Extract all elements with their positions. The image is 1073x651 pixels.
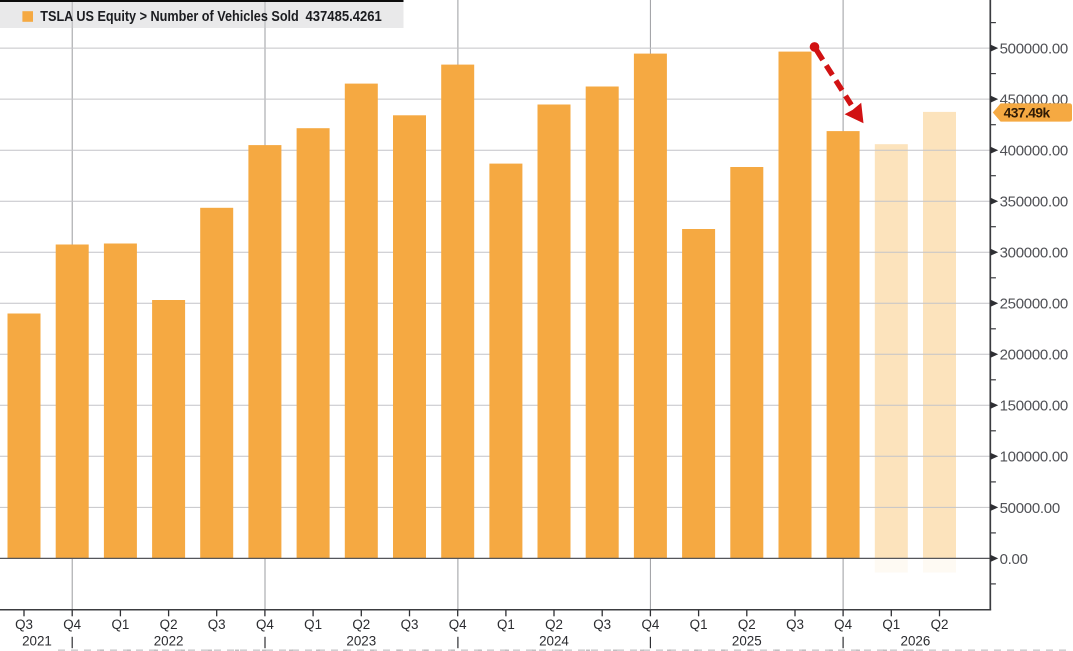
svg-text:Q3: Q3 xyxy=(401,617,419,632)
svg-text:Q4: Q4 xyxy=(834,617,852,632)
svg-text:Q3: Q3 xyxy=(593,617,611,632)
svg-text:2024: 2024 xyxy=(539,634,569,649)
svg-text:Q4: Q4 xyxy=(63,617,81,632)
svg-text:Q3: Q3 xyxy=(208,617,226,632)
svg-text:Q1: Q1 xyxy=(882,617,900,632)
svg-text:2021: 2021 xyxy=(22,634,52,649)
svg-text:250000.00: 250000.00 xyxy=(1000,296,1068,313)
svg-text:0.00: 0.00 xyxy=(1000,551,1028,568)
svg-text:Q2: Q2 xyxy=(352,617,370,632)
svg-text:500000.00: 500000.00 xyxy=(1000,41,1068,58)
svg-text:Q3: Q3 xyxy=(15,617,33,632)
svg-text:Q2: Q2 xyxy=(931,617,949,632)
svg-text:150000.00: 150000.00 xyxy=(1000,398,1068,415)
svg-text:2022: 2022 xyxy=(154,634,184,649)
svg-text:50000.00: 50000.00 xyxy=(1000,500,1060,517)
svg-text:400000.00: 400000.00 xyxy=(1000,143,1068,160)
svg-text:Q2: Q2 xyxy=(738,617,756,632)
svg-text:2023: 2023 xyxy=(346,634,376,649)
svg-text:437.49k: 437.49k xyxy=(1004,106,1051,121)
svg-text:Q1: Q1 xyxy=(304,617,322,632)
svg-text:TSLA US Equity > Number of Veh: TSLA US Equity > Number of Vehicles Sold xyxy=(40,9,299,25)
svg-text:Q4: Q4 xyxy=(449,617,467,632)
svg-text:Q4: Q4 xyxy=(641,617,659,632)
svg-text:Q3: Q3 xyxy=(786,617,804,632)
svg-text:350000.00: 350000.00 xyxy=(1000,194,1068,211)
svg-text:Q1: Q1 xyxy=(690,617,708,632)
svg-text:300000.00: 300000.00 xyxy=(1000,245,1068,262)
svg-text:Q4: Q4 xyxy=(256,617,274,632)
svg-text:437485.4261: 437485.4261 xyxy=(306,9,382,25)
svg-text:100000.00: 100000.00 xyxy=(1000,449,1068,466)
svg-text:200000.00: 200000.00 xyxy=(1000,347,1068,364)
svg-text:2025: 2025 xyxy=(732,634,762,649)
svg-text:2026: 2026 xyxy=(901,634,931,649)
svg-text:Q1: Q1 xyxy=(497,617,515,632)
svg-text:Q2: Q2 xyxy=(545,617,563,632)
svg-text:Q2: Q2 xyxy=(160,617,178,632)
svg-text:Q1: Q1 xyxy=(111,617,129,632)
